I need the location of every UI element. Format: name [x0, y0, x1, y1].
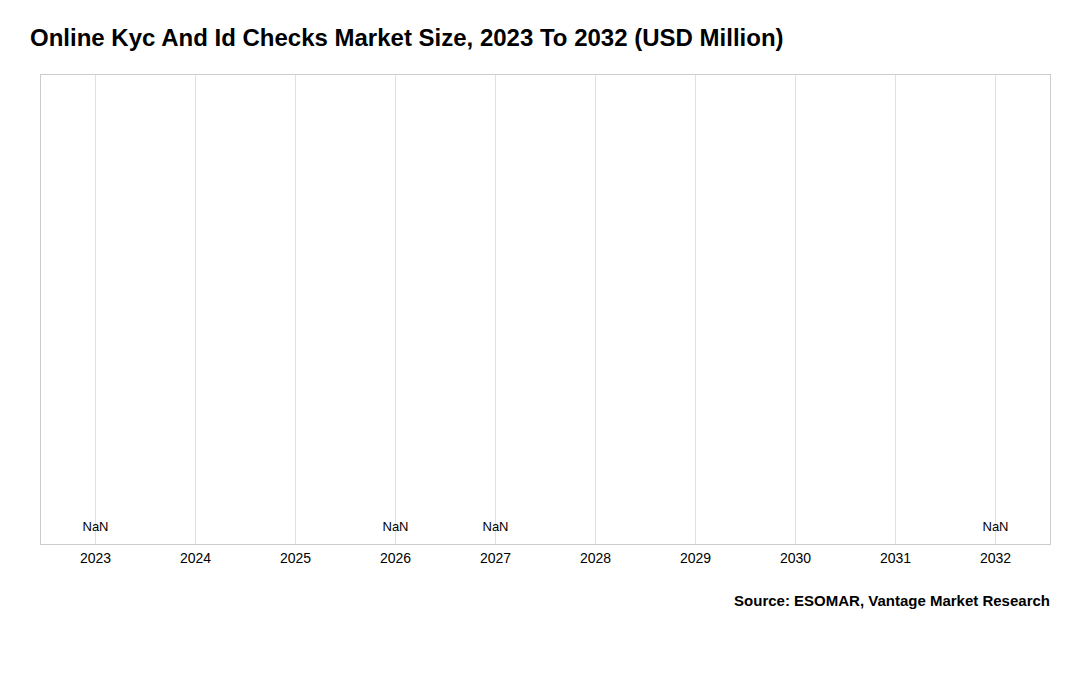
- svg-text:NaN: NaN: [982, 519, 1008, 534]
- svg-text:2026: 2026: [380, 550, 411, 566]
- svg-text:NaN: NaN: [482, 519, 508, 534]
- svg-text:2032: 2032: [980, 550, 1011, 566]
- svg-text:NaN: NaN: [382, 519, 408, 534]
- svg-text:2027: 2027: [480, 550, 511, 566]
- svg-text:2023: 2023: [80, 550, 111, 566]
- html-text:Online Kyc And Id Checks Marke: Online Kyc And Id Checks Market Size, 20…: [30, 24, 784, 51]
- svg-text:2030: 2030: [780, 550, 811, 566]
- svg-text:2024: 2024: [180, 550, 211, 566]
- svg-text:2025: 2025: [280, 550, 311, 566]
- svg-text:2029: 2029: [680, 550, 711, 566]
- svg-text:2031: 2031: [880, 550, 911, 566]
- svg-text:2028: 2028: [580, 550, 611, 566]
- html-text:Source: ESOMAR, Vantage Market: Source: ESOMAR, Vantage Market Research: [734, 592, 1050, 609]
- svg-text:NaN: NaN: [82, 519, 108, 534]
